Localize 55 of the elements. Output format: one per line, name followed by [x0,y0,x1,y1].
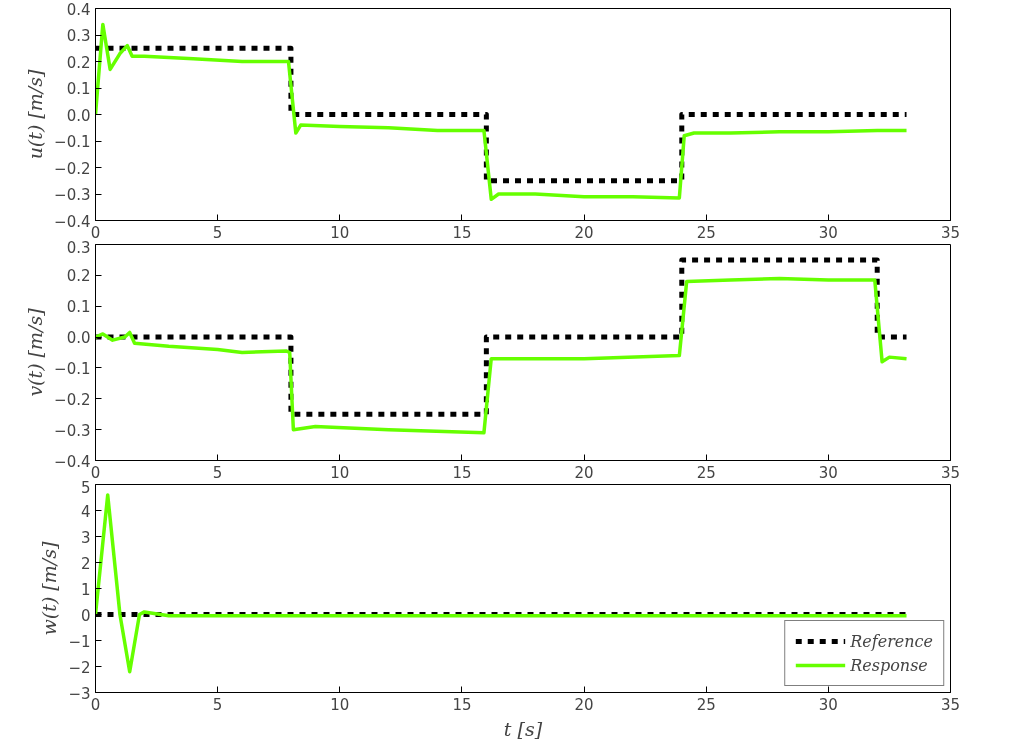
y-tick-label: 0.3 [66,27,91,45]
y-tick-label: 0.2 [66,53,91,72]
y-tick-label: −3 [68,684,91,703]
x-tick-label: 35 [940,223,961,242]
x-tick-label: 5 [212,223,223,242]
y-tick-label: 5 [80,478,91,497]
line-series [95,22,909,202]
legend-label: Reference [850,631,933,651]
x-tick-label: 10 [330,695,350,714]
y-axis-title: w(t) [m/s] [38,541,61,636]
y-tick-label: 0.3 [66,238,91,257]
x-tick-label: 35 [940,695,961,714]
y-tick-label: −0.1 [54,359,91,378]
x-tick-label: 15 [452,223,472,242]
y-tick-label: 2 [80,554,91,573]
x-tick-label: 10 [330,463,350,482]
line-series [95,276,909,435]
x-tick-label: 20 [574,463,594,482]
x-tick-label: 20 [574,223,594,242]
y-tick-label: −2 [68,658,91,677]
x-tick-label: 25 [696,223,716,242]
y-tick-label: 0.0 [66,329,91,348]
x-tick-label: 25 [696,695,716,714]
y-tick-label: −0.1 [54,133,91,151]
y-tick-label: 0.2 [66,267,91,286]
y-tick-label: 0.1 [66,80,91,98]
y-tick-label: 1 [80,580,91,599]
y-tick-label: −1 [68,632,91,651]
x-tick-label: 35 [940,463,961,482]
y-axis-title: u(t) [m/s] [24,69,47,160]
x-tick-label: 30 [818,223,838,242]
y-tick-label: 4 [80,502,91,521]
y-tick-label: 0.1 [66,298,91,317]
x-tick-label: 5 [212,463,223,482]
x-tick-label: 25 [696,463,716,482]
y-tick-label: −0.4 [54,212,91,231]
x-tick-label: 20 [574,695,594,714]
y-tick-label: −0.2 [54,159,91,178]
x-tick-label: 10 [330,223,350,242]
y-axis-title: v(t) [m/s] [24,307,47,397]
y-tick-label: −0.2 [54,390,91,409]
y-tick-label: −0.3 [54,186,91,204]
y-tick-label: 3 [80,528,91,547]
legend-label: Response [850,655,928,675]
y-tick-label: −0.3 [54,421,91,440]
x-tick-label: 5 [212,695,223,714]
x-axis-title: t [s] [503,717,543,740]
x-tick-label: 15 [452,463,472,482]
x-tick-label: 15 [452,695,472,714]
x-tick-label: 30 [818,695,838,714]
y-tick-label: 0 [80,606,91,625]
y-tick-label: −0.4 [54,452,91,471]
y-tick-label: 0.4 [66,0,91,19]
y-tick-label: 0.0 [66,106,91,125]
x-tick-label: 30 [818,463,838,482]
